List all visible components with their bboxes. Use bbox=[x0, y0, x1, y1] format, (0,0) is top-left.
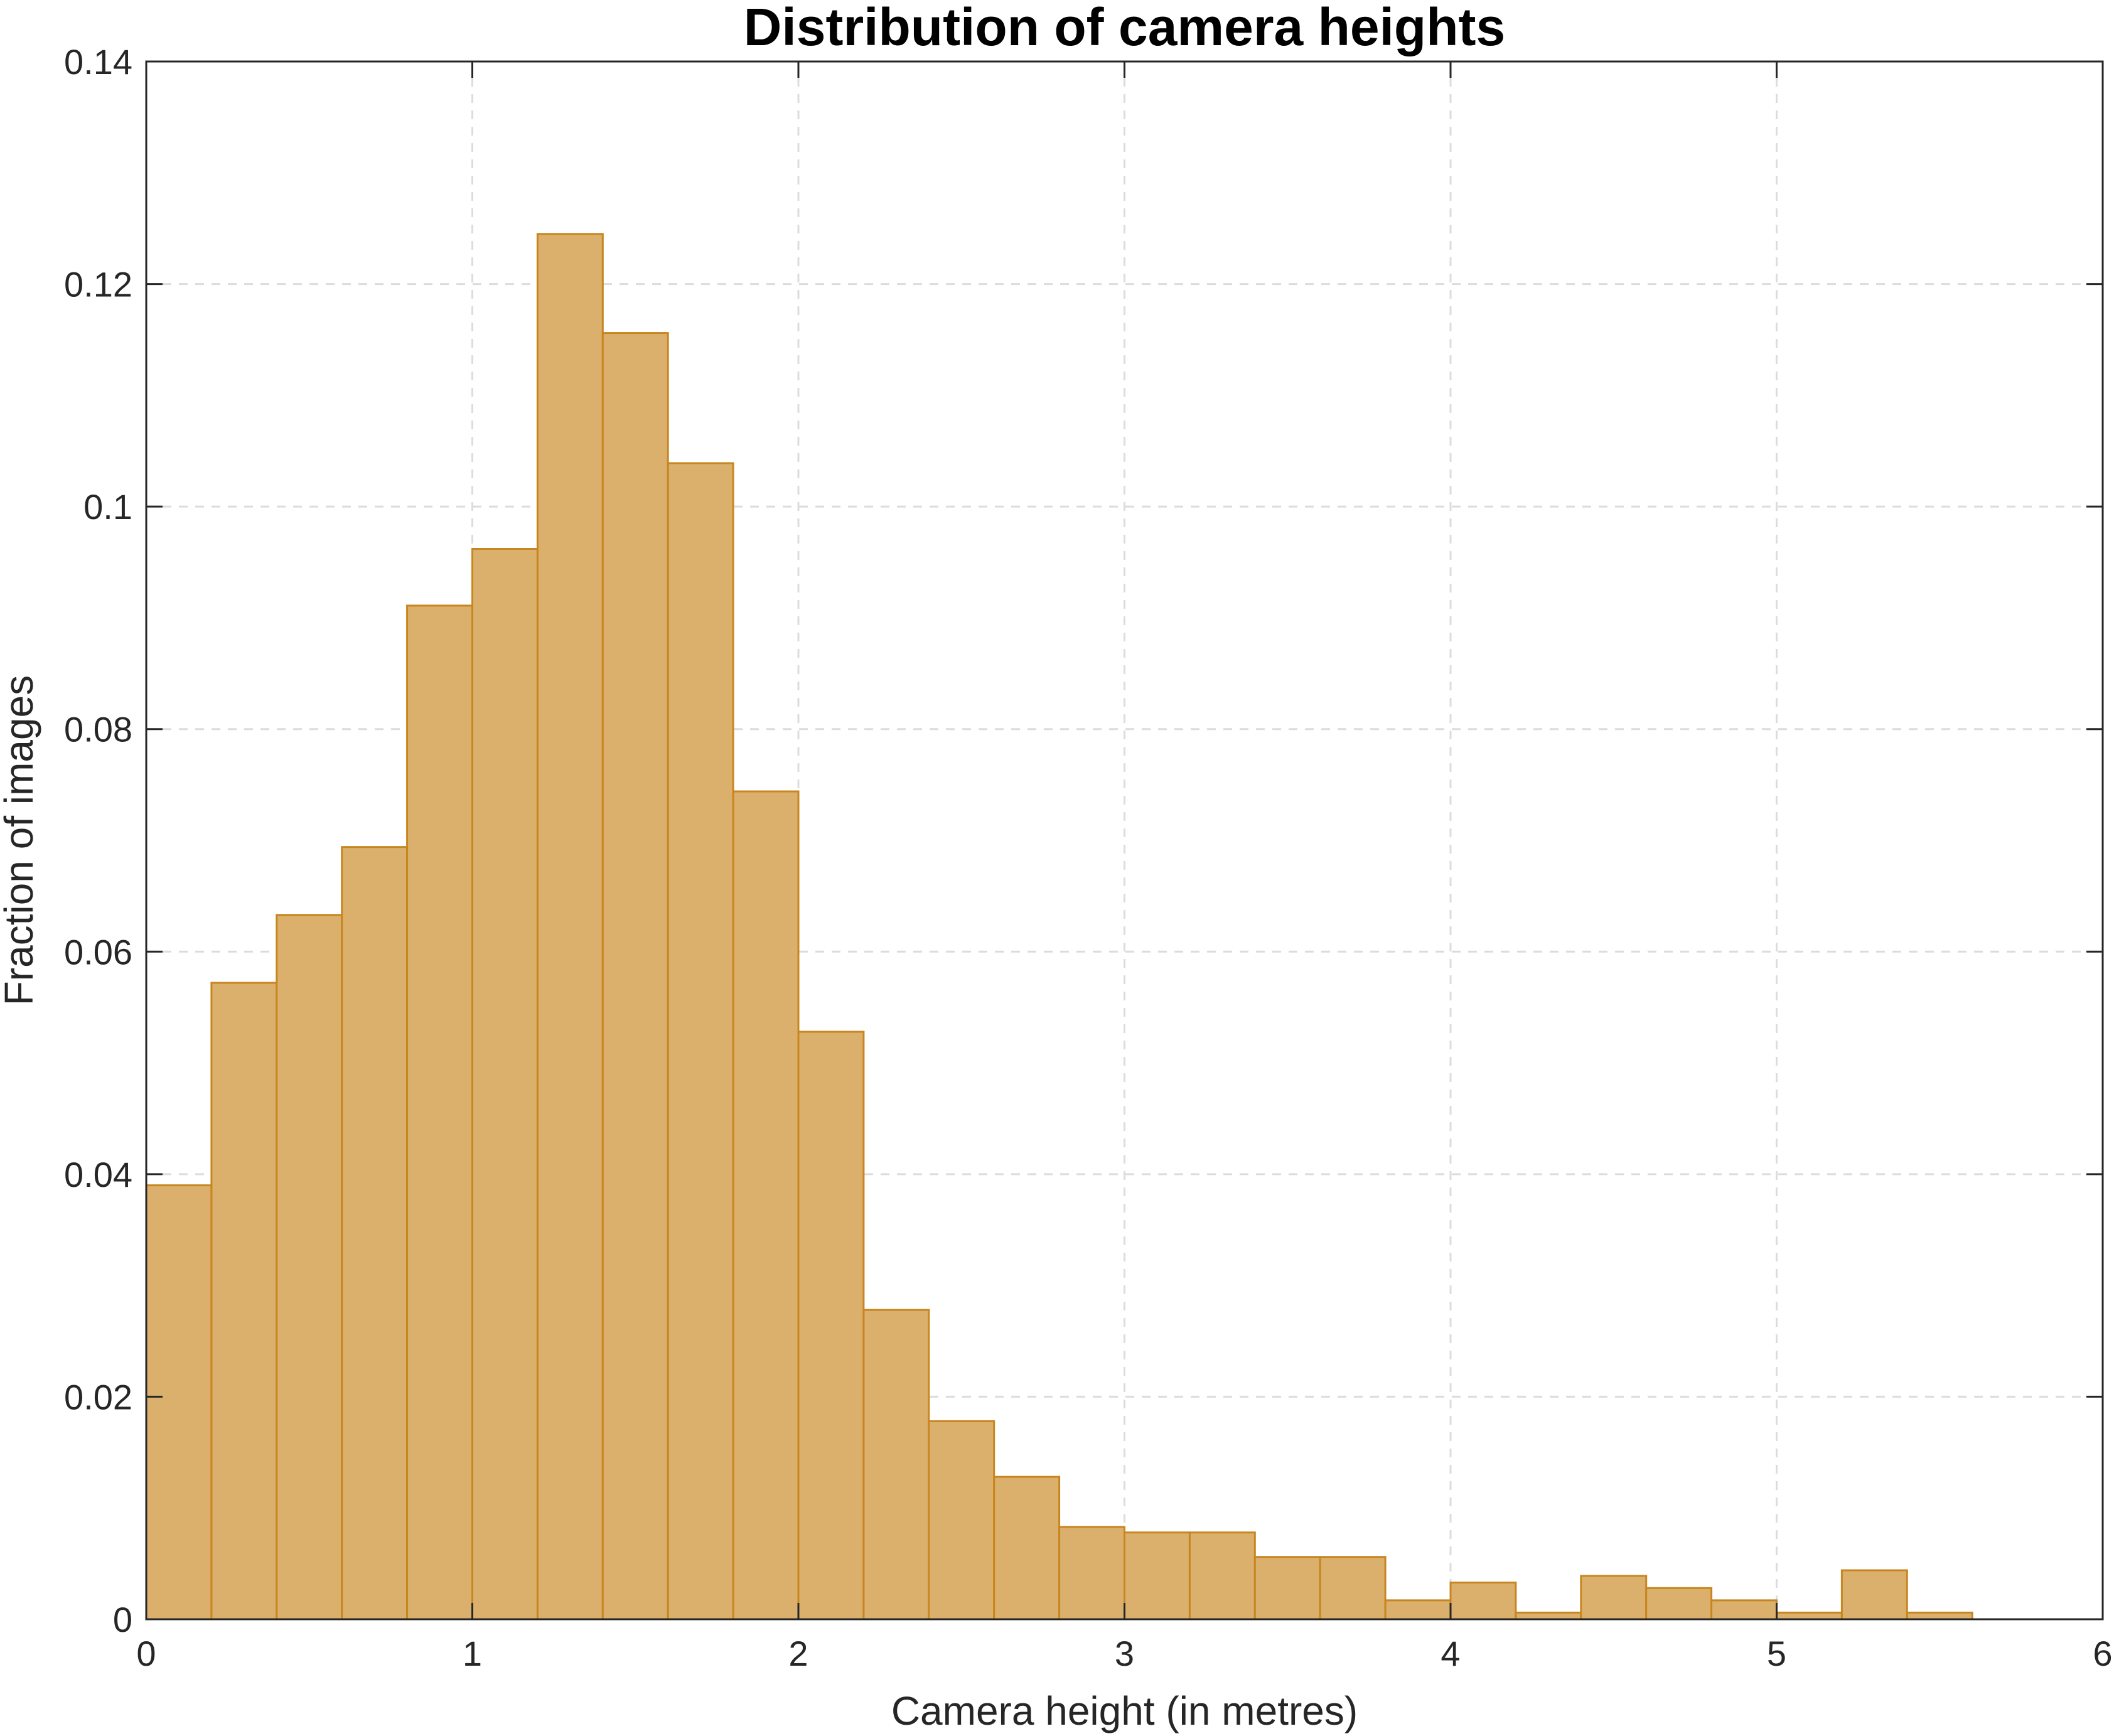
histogram-bars bbox=[145, 233, 1973, 1621]
y-tick-label: 0.12 bbox=[64, 265, 132, 304]
histogram-bar bbox=[797, 1031, 865, 1621]
histogram-bar bbox=[1580, 1575, 1648, 1621]
histogram-bar bbox=[1058, 1526, 1125, 1621]
histogram-bar bbox=[1384, 1599, 1452, 1621]
x-tick-label: 3 bbox=[1115, 1634, 1134, 1673]
y-tick-label: 0.02 bbox=[64, 1377, 132, 1417]
x-tick-label: 1 bbox=[463, 1634, 482, 1673]
x-tick-label: 6 bbox=[2093, 1634, 2112, 1673]
histogram-bar bbox=[341, 846, 409, 1621]
histogram-bar bbox=[1124, 1531, 1191, 1621]
histogram-bar bbox=[862, 1309, 930, 1621]
histogram-bar bbox=[993, 1476, 1061, 1621]
x-tick-label: 4 bbox=[1441, 1634, 1460, 1673]
histogram-bar bbox=[1645, 1587, 1713, 1621]
axes-frame bbox=[145, 60, 2104, 1621]
histogram-bar bbox=[276, 914, 343, 1621]
y-axis-title: Fraction of images bbox=[0, 675, 41, 1005]
histogram-bar bbox=[1253, 1556, 1321, 1621]
histogram-bar bbox=[471, 548, 539, 1621]
histogram-bar bbox=[1449, 1581, 1517, 1621]
x-axis-title: Camera height (in metres) bbox=[891, 1688, 1358, 1733]
histogram-bar bbox=[732, 790, 800, 1621]
histogram-bar bbox=[145, 1184, 213, 1621]
histogram-bar bbox=[1710, 1599, 1778, 1621]
histogram-bar bbox=[1515, 1611, 1582, 1621]
histogram-bar bbox=[928, 1420, 995, 1621]
histogram-bar bbox=[406, 604, 473, 1621]
histogram-bar bbox=[1188, 1531, 1256, 1621]
x-tick-label: 0 bbox=[136, 1634, 156, 1673]
y-tick-label: 0.06 bbox=[64, 932, 132, 972]
y-tick-label: 0.08 bbox=[64, 710, 132, 749]
tick-labels: 0 1 2 3 4 5 6 0 0.02 0.04 0.06 0.08 0.1 0.12 0.14 bbox=[64, 42, 2113, 1673]
histogram-bar bbox=[667, 462, 734, 1621]
histogram-bar bbox=[1906, 1611, 1973, 1621]
histogram-bar bbox=[536, 233, 604, 1621]
histogram-bar bbox=[210, 982, 278, 1621]
histogram-bar bbox=[1776, 1611, 1843, 1621]
histogram-bar bbox=[1319, 1556, 1387, 1621]
y-tick-label: 0.04 bbox=[64, 1155, 132, 1194]
y-tick-label: 0.1 bbox=[83, 487, 132, 527]
x-tick-label: 5 bbox=[1767, 1634, 1786, 1673]
histogram-bar bbox=[1840, 1569, 1908, 1621]
y-tick-label: 0 bbox=[113, 1600, 132, 1639]
x-tick-label: 2 bbox=[788, 1634, 808, 1673]
chart-title: Distribution of camera heights bbox=[744, 0, 1506, 56]
histogram-bar bbox=[601, 332, 669, 1621]
y-tick-label: 0.14 bbox=[64, 42, 132, 82]
